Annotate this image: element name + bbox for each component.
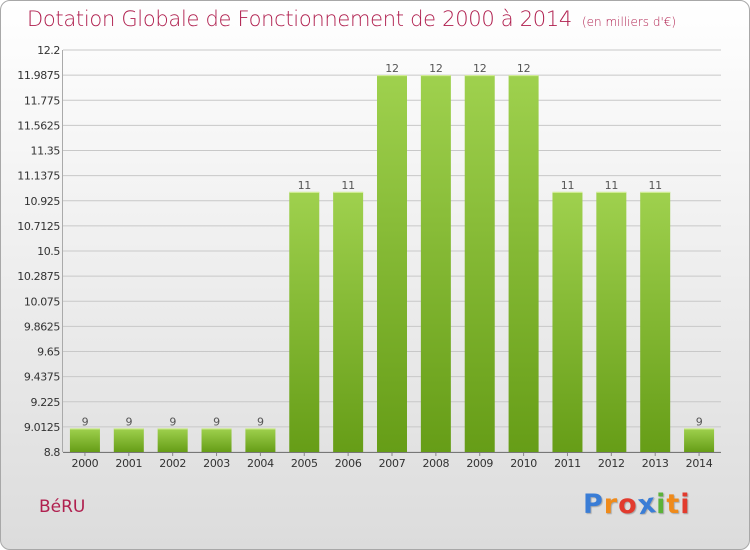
logo-letter: i [680, 489, 691, 520]
bar-value-label: 12 [473, 62, 486, 75]
x-tick-label: 2013 [642, 457, 669, 470]
bar [289, 191, 320, 452]
y-tick-label: 11.1375 [17, 170, 60, 183]
y-axis-ticks: 12.2 11.9875 11.775 11.5625 11.35 11.1375 10.9… [17, 44, 61, 459]
y-tick-label: 10.925 [24, 195, 60, 208]
logo-letter: i [656, 489, 667, 520]
axes [62, 50, 721, 453]
bar [377, 75, 407, 452]
x-tick-label: 2000 [72, 457, 99, 470]
bar [69, 428, 100, 452]
commune-name: BéRU [39, 497, 86, 517]
y-tick-label: 9.0125 [24, 421, 60, 434]
bar-value-label: 9 [696, 415, 703, 428]
bar-value-label: 12 [517, 62, 530, 75]
bar [201, 428, 232, 452]
y-tick-label: 9.225 [31, 396, 61, 409]
y-tick-label: 10.7125 [17, 220, 60, 233]
bar [113, 428, 144, 452]
y-tick-label: 11.5625 [17, 119, 60, 132]
bar-value-label: 11 [648, 179, 661, 192]
bar-value-label: 11 [605, 179, 618, 192]
bar [333, 191, 364, 452]
x-tick-label: 2003 [203, 457, 230, 470]
x-tick-label: 2010 [510, 457, 537, 470]
x-tick-label: 2005 [291, 457, 318, 470]
logo-letter: P [583, 489, 604, 520]
unit-label: (en milliers d'€) [581, 15, 677, 29]
x-tick-label: 2012 [598, 457, 625, 470]
y-tick-label: 10.2875 [17, 270, 60, 283]
y-tick-label: 11.35 [31, 145, 61, 158]
x-tick-label: 2009 [466, 457, 493, 470]
proxiti-logo: Proxiti [583, 487, 691, 522]
x-axis-ticks: 2000 2001 2002 2003 2004 2005 2006 2007 2008 2009… [72, 452, 713, 470]
y-tick-label: 11.9875 [17, 69, 60, 82]
bar-value-label: 11 [298, 179, 311, 192]
y-tick-label: 9.8625 [24, 320, 60, 333]
x-tick-label: 2007 [379, 457, 406, 470]
y-tick-label: 11.775 [24, 94, 60, 107]
bar-value-label: 9 [169, 415, 176, 428]
bar-value-label: 9 [82, 415, 89, 428]
logo-letter: x [635, 487, 659, 522]
bar-value-label: 11 [341, 179, 354, 192]
bar [420, 75, 451, 452]
x-tick-label: 2006 [335, 457, 362, 470]
y-tick-label: 9.4375 [24, 371, 60, 384]
logo-letter: r [603, 489, 619, 520]
bar [245, 428, 276, 452]
bar-value-label: 9 [213, 415, 220, 428]
y-tick-label: 9.65 [37, 346, 60, 359]
logo-letter: o [618, 489, 638, 520]
bar-value-label: 12 [385, 62, 398, 75]
x-tick-label: 2004 [247, 457, 274, 470]
x-tick-label: 2001 [115, 457, 142, 470]
y-tick-label: 8.8 [44, 446, 61, 459]
bar [640, 191, 671, 452]
y-tick-label: 12.2 [37, 44, 60, 57]
bar-value-label: 9 [257, 415, 264, 428]
x-tick-label: 2011 [554, 457, 581, 470]
bar [596, 191, 627, 452]
y-tick-label: 10.5 [37, 245, 60, 258]
bar [508, 75, 539, 452]
x-tick-label: 2008 [422, 457, 449, 470]
bars: 9 9 9 9 9 11 11 12 12 12 12 11 11 11 9 [69, 62, 715, 452]
bar-value-label: 11 [561, 179, 574, 192]
x-tick-label: 2002 [159, 457, 186, 470]
y-tick-label: 10.075 [24, 295, 60, 308]
bar [552, 191, 583, 452]
logo-letter: t [666, 489, 681, 520]
bar [157, 428, 188, 452]
chart-title: Dotation Globale de Fonctionnement de 20… [27, 7, 677, 31]
bar [684, 428, 715, 452]
bar-value-label: 12 [429, 62, 442, 75]
bar [464, 75, 495, 452]
x-tick-label: 2014 [686, 457, 713, 470]
bar-value-label: 9 [125, 415, 132, 428]
